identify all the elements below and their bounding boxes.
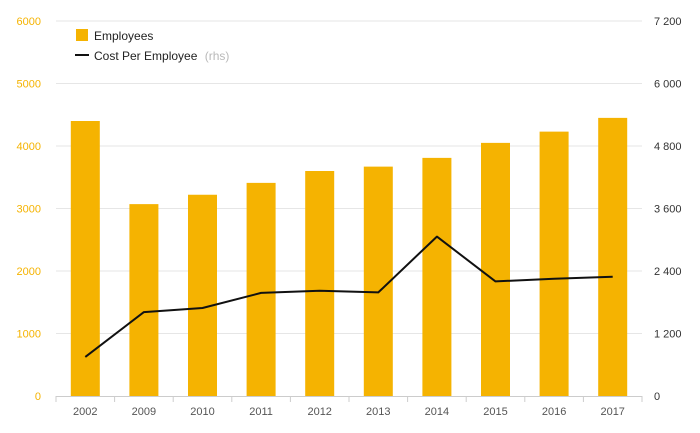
x-axis: 2002 2009 2010 2011 2012 2013 2014 2015 2016 2017: [55, 396, 643, 418]
bar-2015: [481, 142, 510, 396]
y-left-tick-label: 5000: [17, 79, 41, 91]
legend-label-cost-per-employee: Cost Per Employee (rhs): [94, 49, 229, 63]
line-series-cost-per-employee: [84, 235, 613, 358]
legend-cost-text: Cost Per Employee: [94, 49, 198, 63]
bar-2017: [598, 117, 628, 396]
y-left-tick-label: 0: [35, 391, 41, 403]
bar-2010: [188, 194, 217, 396]
y-right-tick-label: 4 800: [654, 141, 682, 153]
x-tick-label: 2010: [190, 406, 214, 418]
y-left-tick-label: 1000: [17, 329, 41, 341]
y-left-tick-label: 3000: [17, 204, 41, 216]
x-tick-label: 2017: [600, 406, 624, 418]
bar-2002: [70, 121, 100, 396]
x-tick-label: 2013: [366, 406, 390, 418]
bar-2014: [422, 157, 452, 396]
bar-2013: [363, 166, 393, 396]
cost-per-employee-line: [84, 235, 613, 358]
y-right-tick-label: 3 600: [654, 204, 682, 216]
x-tick-label: 2012: [307, 406, 331, 418]
legend-label-employees: Employees: [94, 29, 153, 43]
y-left-tick-label: 6000: [17, 16, 41, 28]
legend-swatch-employees: [76, 29, 88, 41]
x-tick-label: 2015: [483, 406, 507, 418]
x-tick-label: 2016: [542, 406, 566, 418]
legend: Employees Cost Per Employee (rhs): [75, 29, 229, 63]
bar-series-employees: [70, 117, 628, 396]
x-tick-label: 2009: [132, 406, 156, 418]
y-left-tick-label: 4000: [17, 141, 41, 153]
x-tick-label: 2002: [73, 406, 97, 418]
y-right-tick-label: 7 200: [654, 16, 682, 28]
bar-2016: [539, 131, 569, 396]
y-right-tick-label: 2 400: [654, 266, 682, 278]
bar-2012: [305, 171, 335, 396]
y-left-tick-label: 2000: [17, 266, 41, 278]
x-tick-label: 2014: [425, 406, 449, 418]
y-axis-left: 0 1000 2000 3000 4000 5000 6000: [17, 16, 41, 403]
y-right-tick-label: 1 200: [654, 329, 682, 341]
legend-cost-rhs-suffix: (rhs): [205, 49, 230, 63]
bar-2009: [129, 204, 159, 396]
y-right-tick-label: 0: [654, 391, 660, 403]
bar-2011: [246, 182, 276, 396]
x-tick-label: 2011: [249, 406, 273, 418]
y-axis-right: 0 1 200 2 400 3 600 4 800 6 000 7 200: [654, 16, 682, 403]
y-right-tick-label: 6 000: [654, 79, 682, 91]
